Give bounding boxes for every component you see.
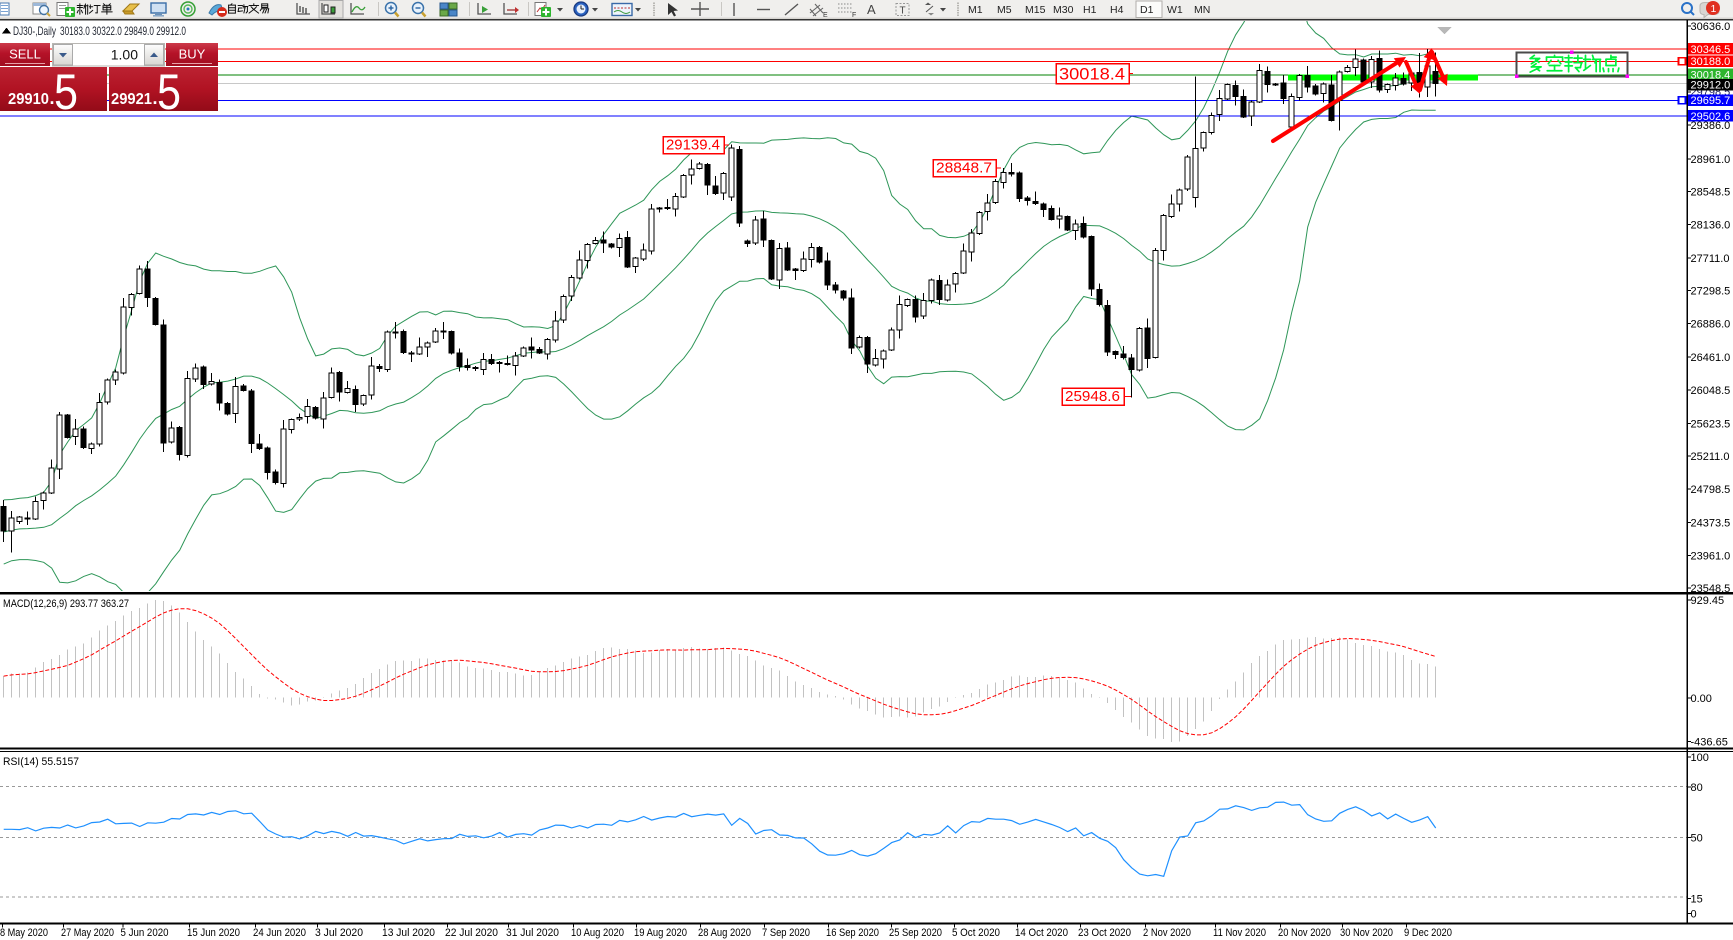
svg-text:W1: W1 <box>1167 4 1183 16</box>
svg-text:27711.0: 27711.0 <box>1691 253 1730 265</box>
svg-text:27298.5: 27298.5 <box>1691 286 1731 298</box>
svg-text:MACD(12,26,9) 293.77 363.27: MACD(12,26,9) 293.77 363.27 <box>3 598 129 610</box>
svg-text:D1: D1 <box>1140 4 1154 16</box>
svg-text:M1: M1 <box>968 4 983 16</box>
svg-text:M30: M30 <box>1053 4 1074 16</box>
svg-text:23961.0: 23961.0 <box>1691 550 1731 562</box>
svg-text:0.00: 0.00 <box>1691 693 1712 705</box>
svg-text:5: 5 <box>54 64 78 112</box>
svg-text:30018.4: 30018.4 <box>1059 65 1125 84</box>
svg-text:100: 100 <box>1691 752 1709 764</box>
svg-text:MN: MN <box>1194 4 1210 16</box>
svg-text:3 Jul 2020: 3 Jul 2020 <box>315 927 363 939</box>
svg-text:26461.0: 26461.0 <box>1691 352 1731 364</box>
svg-text:1: 1 <box>1711 3 1717 15</box>
svg-text:5: 5 <box>157 64 181 112</box>
svg-text:H4: H4 <box>1110 4 1124 16</box>
svg-text:16 Sep 2020: 16 Sep 2020 <box>826 927 879 939</box>
svg-text:29139.4: 29139.4 <box>666 137 720 154</box>
svg-text:25 Sep 2020: 25 Sep 2020 <box>889 927 942 939</box>
svg-text:26048.5: 26048.5 <box>1691 385 1731 397</box>
svg-text:M5: M5 <box>997 4 1012 16</box>
svg-text:15: 15 <box>1691 893 1703 905</box>
svg-text:.: . <box>50 88 55 108</box>
svg-text:BUY: BUY <box>179 47 206 62</box>
svg-text:T: T <box>900 6 906 17</box>
svg-text:14 Oct 2020: 14 Oct 2020 <box>1015 927 1068 939</box>
svg-text:80: 80 <box>1691 782 1703 794</box>
svg-text:29910: 29910 <box>8 91 49 108</box>
svg-text:929.45: 929.45 <box>1691 595 1725 607</box>
svg-text:RSI(14) 55.5157: RSI(14) 55.5157 <box>3 756 79 768</box>
svg-text:50: 50 <box>1691 832 1703 844</box>
svg-text:20 Nov 2020: 20 Nov 2020 <box>1278 927 1331 939</box>
svg-text:2 Nov 2020: 2 Nov 2020 <box>1143 927 1191 939</box>
svg-text:29386.0: 29386.0 <box>1691 120 1731 132</box>
svg-text:28548.5: 28548.5 <box>1691 187 1731 199</box>
svg-text:11 Nov 2020: 11 Nov 2020 <box>1213 927 1266 939</box>
svg-text:25948.6: 25948.6 <box>1065 388 1120 405</box>
svg-text:7 Sep 2020: 7 Sep 2020 <box>762 927 810 939</box>
svg-text:22 Jul 2020: 22 Jul 2020 <box>445 927 498 939</box>
svg-text:27 May 2020: 27 May 2020 <box>61 927 114 939</box>
svg-text:30018.4: 30018.4 <box>1691 69 1731 81</box>
svg-text:H1: H1 <box>1083 4 1097 16</box>
svg-text:M15: M15 <box>1025 4 1046 16</box>
svg-text:30183.0 30322.0 29849.0 29912.: 30183.0 30322.0 29849.0 29912.0 <box>60 24 186 38</box>
svg-text:.: . <box>153 88 158 108</box>
svg-text:24373.5: 24373.5 <box>1691 518 1731 530</box>
svg-text:28136.0: 28136.0 <box>1691 219 1731 231</box>
svg-text:25211.0: 25211.0 <box>1691 451 1730 463</box>
svg-text:DJ30-,Daily: DJ30-,Daily <box>13 24 56 38</box>
svg-text:15 Jun 2020: 15 Jun 2020 <box>187 927 240 939</box>
svg-text:9 Dec 2020: 9 Dec 2020 <box>1404 927 1452 939</box>
svg-text:31 Jul 2020: 31 Jul 2020 <box>506 927 559 939</box>
svg-text:30 Nov 2020: 30 Nov 2020 <box>1340 927 1393 939</box>
svg-text:5 Jun 2020: 5 Jun 2020 <box>121 927 169 939</box>
svg-text:SELL: SELL <box>9 47 41 62</box>
svg-text:19 Aug 2020: 19 Aug 2020 <box>634 927 687 939</box>
svg-text:0: 0 <box>1691 909 1697 921</box>
svg-text:26886.0: 26886.0 <box>1691 318 1731 330</box>
svg-text:30636.0: 30636.0 <box>1691 21 1731 33</box>
svg-text:23 Oct 2020: 23 Oct 2020 <box>1078 927 1131 939</box>
svg-text:A: A <box>867 2 876 17</box>
svg-text:28848.7: 28848.7 <box>936 160 992 177</box>
svg-text:25623.5: 25623.5 <box>1691 419 1731 431</box>
svg-text:23548.5: 23548.5 <box>1691 583 1731 595</box>
svg-text:5 Oct 2020: 5 Oct 2020 <box>952 927 1000 939</box>
svg-text:30188.0: 30188.0 <box>1691 56 1731 68</box>
svg-text:29912.0: 29912.0 <box>1691 80 1731 92</box>
svg-text:28 Aug 2020: 28 Aug 2020 <box>698 927 751 939</box>
svg-text:-436.65: -436.65 <box>1691 736 1728 748</box>
svg-text:8 May 2020: 8 May 2020 <box>0 927 48 939</box>
svg-text:F: F <box>852 12 856 19</box>
svg-text:10 Aug 2020: 10 Aug 2020 <box>571 927 624 939</box>
svg-text:30346.5: 30346.5 <box>1691 44 1731 56</box>
svg-text:29502.6: 29502.6 <box>1691 111 1731 123</box>
svg-text:29921: 29921 <box>111 91 152 108</box>
svg-text:28961.0: 28961.0 <box>1691 154 1731 166</box>
svg-text:E: E <box>823 12 828 19</box>
svg-text:24798.5: 24798.5 <box>1691 484 1731 496</box>
svg-text:13 Jul 2020: 13 Jul 2020 <box>382 927 435 939</box>
svg-text:24 Jun 2020: 24 Jun 2020 <box>253 927 306 939</box>
svg-text:1.00: 1.00 <box>111 47 138 63</box>
svg-text:29695.7: 29695.7 <box>1691 95 1731 107</box>
